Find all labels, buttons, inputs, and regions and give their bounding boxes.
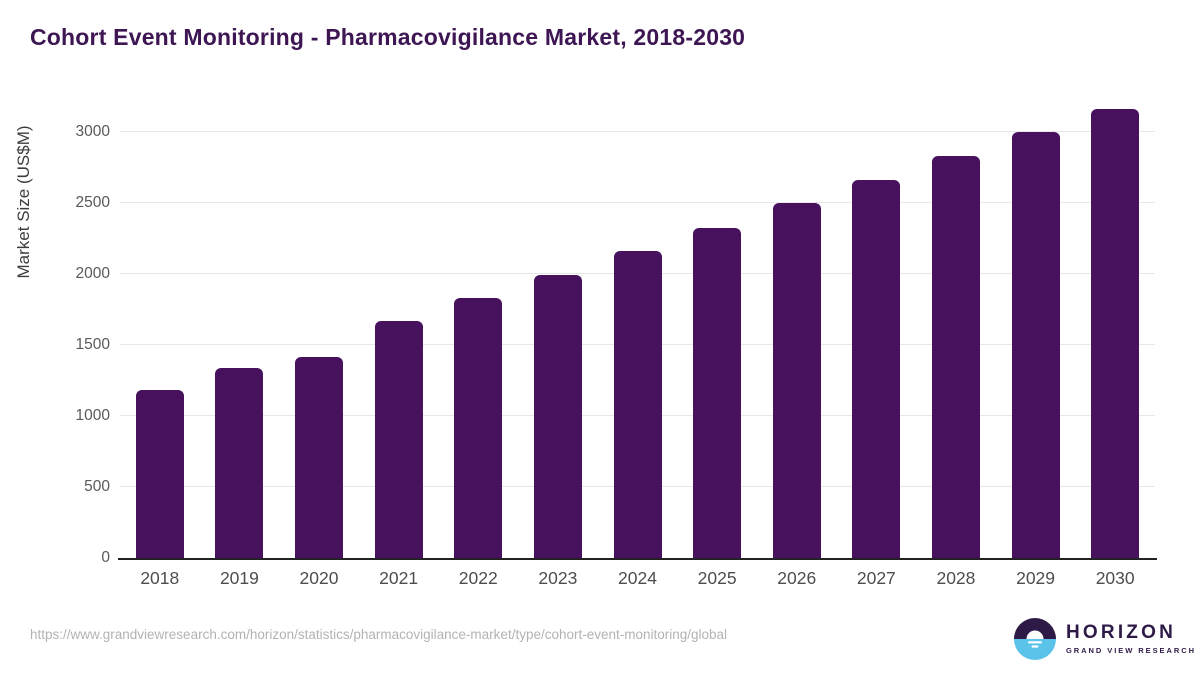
logo-title: HORIZON — [1066, 622, 1177, 643]
x-tick-label: 2024 — [618, 568, 657, 588]
chart-title: Cohort Event Monitoring - Pharmacovigila… — [30, 24, 746, 50]
x-tick-label: 2028 — [936, 568, 976, 588]
y-tick-label: 500 — [84, 478, 110, 495]
bar-2025 — [693, 227, 742, 558]
bar-2027 — [852, 179, 901, 558]
horizon-logo: HORIZON GRAND VIEW RESEARCH — [1014, 618, 1196, 660]
logo-text: HORIZON GRAND VIEW RESEARCH — [1066, 622, 1196, 656]
bar-2028 — [931, 156, 980, 558]
y-tick-label: 2500 — [75, 193, 110, 211]
x-tick-label: 2029 — [1016, 568, 1056, 588]
x-tick-label: 2018 — [140, 568, 180, 588]
x-tick-label: 2020 — [299, 568, 339, 588]
bar-2019 — [215, 368, 264, 558]
logo-subtitle: GRAND VIEW RESEARCH — [1066, 646, 1196, 655]
x-tick-label: 2026 — [777, 568, 817, 588]
x-tick-label: 2027 — [856, 568, 896, 588]
plot-area — [118, 100, 1157, 560]
x-tick-label: 2021 — [379, 568, 419, 588]
bar-2023 — [533, 274, 582, 558]
gridline-2500 — [120, 201, 1155, 203]
y-tick-label: 2000 — [75, 264, 110, 282]
bar-2020 — [295, 357, 344, 558]
x-tick-label: 2030 — [1095, 568, 1135, 588]
bar-2030 — [1091, 108, 1140, 558]
y-tick-label: 1000 — [75, 407, 110, 424]
horizon-logo-icon — [1014, 618, 1056, 660]
bar-2018 — [135, 389, 184, 558]
bar-2021 — [374, 320, 423, 558]
bar-2024 — [613, 251, 662, 558]
x-tick-labels: 2018 2019 2020 2021 2022 2023 2024 2025 2026 2027… — [120, 568, 1155, 594]
y-tick-labels: 0 500 1000 1500 2000 2500 3000 — [30, 100, 110, 566]
source-url: https://www.grandviewresearch.com/horizo… — [30, 627, 728, 642]
y-tick-label: 3000 — [75, 122, 110, 140]
x-tick-label: 2019 — [219, 568, 259, 588]
bar-2029 — [1011, 131, 1060, 558]
y-tick-label: 0 — [101, 549, 110, 566]
x-tick-label: 2022 — [458, 568, 498, 588]
y-tick-label: 1500 — [75, 335, 110, 353]
x-axis-line — [118, 558, 1157, 560]
x-tick-label: 2025 — [697, 568, 737, 588]
gridline-3000 — [120, 130, 1155, 132]
bar-2026 — [772, 202, 821, 558]
x-tick-label: 2023 — [538, 568, 578, 588]
bar-2022 — [454, 298, 503, 558]
